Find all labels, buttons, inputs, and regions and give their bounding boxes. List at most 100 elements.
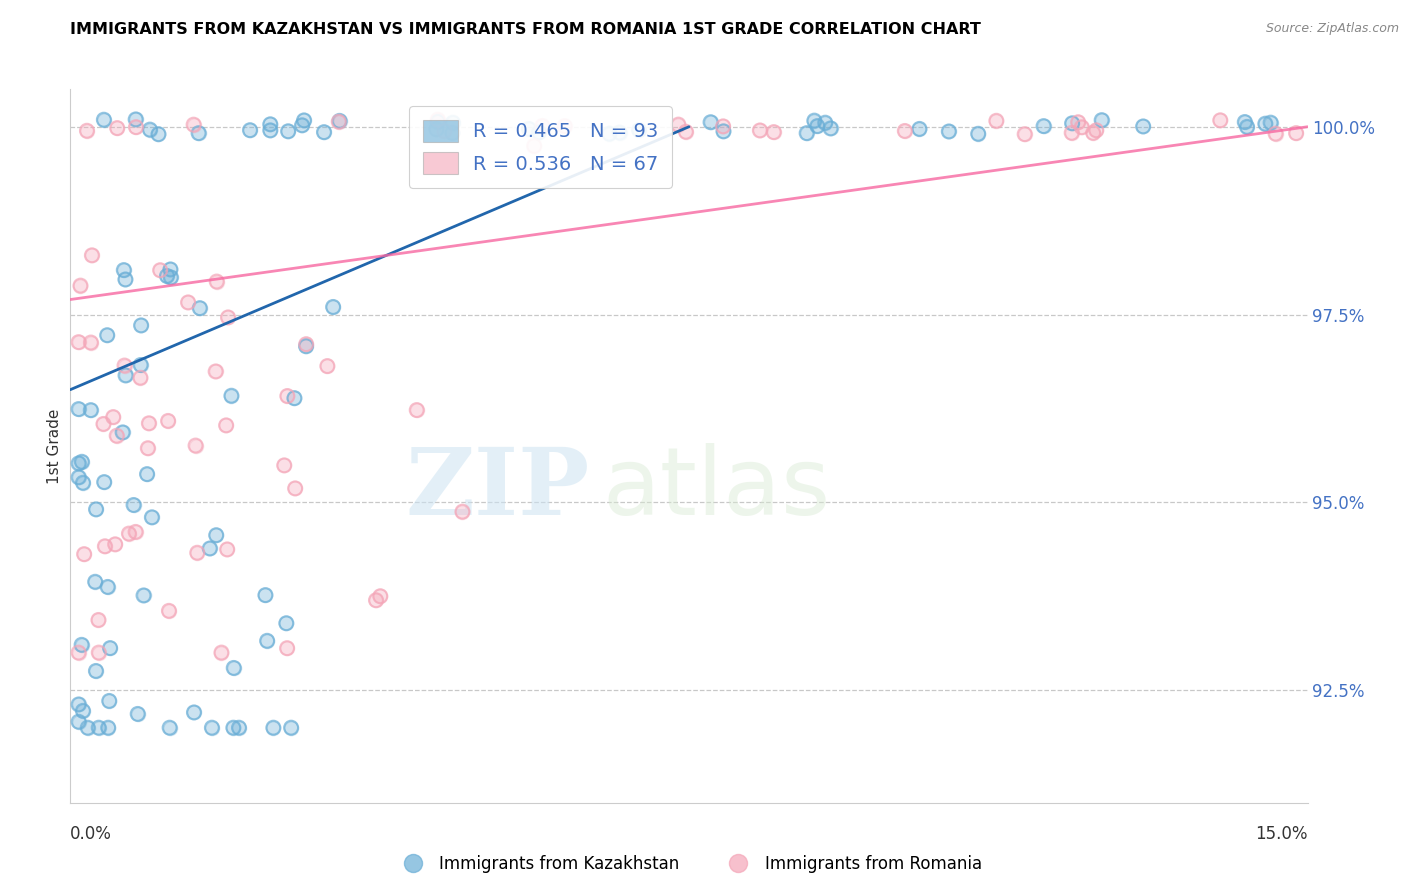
Point xyxy=(1260,115,1282,129)
Point xyxy=(820,121,842,136)
Point xyxy=(814,116,837,130)
Point xyxy=(122,498,145,512)
Point xyxy=(217,542,239,557)
Point xyxy=(295,337,318,351)
Point xyxy=(451,505,474,519)
Point xyxy=(312,125,335,139)
Point xyxy=(322,300,344,314)
Point xyxy=(159,262,181,277)
Point xyxy=(276,616,298,631)
Point xyxy=(938,124,960,138)
Point xyxy=(201,721,224,735)
Point xyxy=(276,641,298,656)
Point xyxy=(713,124,735,138)
Point xyxy=(217,310,239,325)
Point xyxy=(1285,126,1308,140)
Point xyxy=(67,335,90,350)
Point xyxy=(425,122,447,136)
Point xyxy=(262,721,284,735)
Point xyxy=(433,124,456,138)
Point xyxy=(1285,126,1308,140)
Point xyxy=(156,268,179,283)
Point xyxy=(84,502,107,516)
Point xyxy=(70,455,93,469)
Point xyxy=(149,263,172,277)
Point xyxy=(328,114,350,128)
Point xyxy=(67,646,90,660)
Point xyxy=(221,389,243,403)
Point xyxy=(183,118,205,132)
Point xyxy=(259,123,281,137)
Point xyxy=(256,633,278,648)
Point xyxy=(93,475,115,489)
Point xyxy=(87,646,110,660)
Point xyxy=(205,528,228,542)
Point xyxy=(184,438,207,452)
Point xyxy=(198,541,221,556)
Legend: R = 0.465   N = 93, R = 0.536   N = 67: R = 0.465 N = 93, R = 0.536 N = 67 xyxy=(409,106,672,188)
Point xyxy=(295,337,318,351)
Point xyxy=(598,127,620,141)
Point xyxy=(112,263,135,277)
Point xyxy=(517,122,540,136)
Point xyxy=(1014,127,1036,141)
Point xyxy=(1085,123,1108,137)
Point xyxy=(517,122,540,136)
Point xyxy=(156,268,179,283)
Point xyxy=(291,118,314,132)
Point xyxy=(239,123,262,137)
Point xyxy=(609,126,631,140)
Point xyxy=(328,114,350,128)
Point xyxy=(98,641,121,656)
Point xyxy=(1091,113,1114,128)
Point xyxy=(796,126,818,140)
Point xyxy=(139,122,162,136)
Point xyxy=(159,721,181,735)
Point xyxy=(159,270,181,285)
Point xyxy=(762,125,785,139)
Point xyxy=(129,318,152,333)
Point xyxy=(276,389,298,403)
Point xyxy=(129,358,152,372)
Point xyxy=(177,295,200,310)
Point xyxy=(124,112,146,127)
Point xyxy=(273,458,295,473)
Point xyxy=(312,125,335,139)
Point xyxy=(254,588,277,602)
Point xyxy=(112,263,135,277)
Point xyxy=(273,458,295,473)
Point xyxy=(217,310,239,325)
Point xyxy=(228,721,250,735)
Point xyxy=(87,646,110,660)
Text: atlas: atlas xyxy=(602,442,831,535)
Point xyxy=(284,482,307,496)
Point xyxy=(122,498,145,512)
Point xyxy=(1132,120,1154,134)
Point xyxy=(283,391,305,405)
Point xyxy=(1209,113,1232,128)
Point xyxy=(136,467,159,482)
Point xyxy=(104,537,127,551)
Point xyxy=(211,646,233,660)
Point xyxy=(67,470,90,484)
Point xyxy=(84,574,107,589)
Point xyxy=(1264,127,1286,141)
Point xyxy=(1085,123,1108,137)
Point xyxy=(67,698,90,712)
Point xyxy=(699,115,721,129)
Point xyxy=(1260,115,1282,129)
Point xyxy=(222,721,245,735)
Point xyxy=(1132,120,1154,134)
Point xyxy=(69,278,91,293)
Point xyxy=(97,580,120,594)
Point xyxy=(80,403,103,417)
Point xyxy=(103,410,125,425)
Point xyxy=(316,359,339,373)
Point xyxy=(259,123,281,137)
Point xyxy=(1233,115,1256,129)
Point xyxy=(67,698,90,712)
Point xyxy=(93,112,115,127)
Point xyxy=(328,113,350,128)
Point xyxy=(628,123,651,137)
Point xyxy=(183,706,205,720)
